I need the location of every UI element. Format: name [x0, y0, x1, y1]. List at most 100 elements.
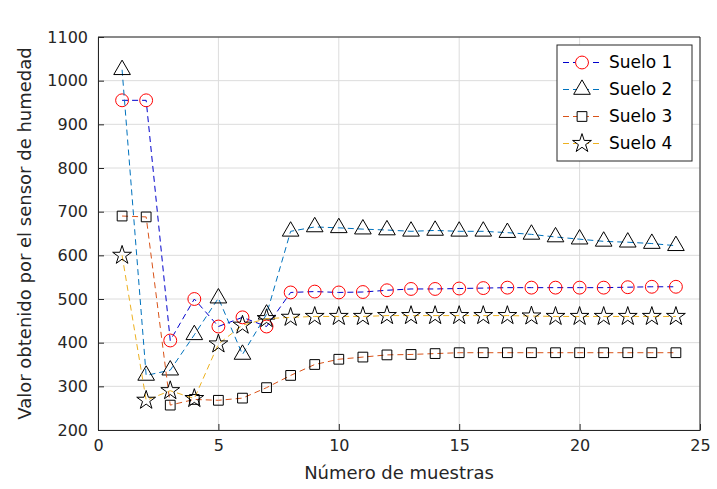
marker	[186, 325, 203, 339]
marker	[355, 220, 372, 234]
tick-mark	[98, 81, 104, 82]
marker	[427, 221, 444, 235]
marker	[164, 334, 177, 347]
plot-area: 0510152025200300400500600700800900100011…	[47, 28, 710, 456]
tick-label: 10	[329, 436, 349, 455]
marker	[185, 389, 204, 407]
marker	[595, 232, 612, 246]
marker	[353, 307, 372, 325]
tick: 1000	[47, 71, 104, 90]
legend: Suelo 1 Suelo 2 Suelo 3 Suelo 4	[557, 45, 692, 161]
tick-mark	[98, 299, 104, 300]
marker	[262, 383, 272, 393]
marker	[571, 230, 588, 244]
marker	[281, 307, 300, 325]
tick: 15	[450, 424, 470, 455]
marker	[188, 293, 201, 306]
marker	[258, 305, 275, 319]
marker	[356, 286, 369, 299]
marker	[426, 306, 445, 324]
tick-label: 0	[93, 436, 103, 455]
legend-marker	[574, 80, 591, 94]
y-axis-title: Valor obtenido por el sensor de humedad	[14, 47, 35, 419]
legend-marker	[573, 134, 592, 152]
legend-item: Suelo 3	[563, 106, 672, 126]
frame	[700, 37, 701, 430]
marker	[378, 306, 397, 324]
marker	[525, 281, 538, 294]
series-line	[122, 216, 676, 405]
marker	[402, 306, 421, 324]
legend-label: Suelo 3	[609, 106, 672, 126]
tick-mark	[98, 212, 104, 213]
tick-label: 200	[57, 421, 88, 440]
axis-line	[99, 430, 701, 431]
legend-item: Suelo 1	[563, 52, 672, 72]
tick-mark	[339, 424, 340, 430]
marker	[668, 236, 685, 250]
marker	[599, 348, 609, 358]
tick: 800	[57, 159, 104, 178]
marker	[498, 306, 517, 324]
marker	[644, 234, 661, 248]
grid-line-y	[98, 255, 700, 256]
marker	[114, 60, 131, 74]
marker	[430, 349, 440, 359]
tick: 900	[57, 115, 104, 134]
marker	[406, 350, 416, 360]
series	[113, 245, 686, 408]
marker	[575, 348, 585, 358]
legend-item: Suelo 4	[563, 133, 672, 153]
tick-label: 300	[57, 377, 88, 396]
legend-marker	[577, 112, 587, 122]
tick-label: 15	[450, 436, 470, 455]
legend-label: Suelo 2	[609, 79, 672, 99]
marker	[305, 307, 324, 325]
grid-line-x	[459, 37, 460, 430]
marker	[477, 282, 490, 295]
marker	[451, 222, 468, 236]
chart: 0510152025200300400500600700800900100011…	[0, 0, 717, 489]
tick: 700	[57, 202, 104, 221]
marker	[499, 223, 516, 237]
marker	[429, 283, 442, 296]
marker	[116, 94, 129, 107]
marker	[330, 218, 347, 232]
marker	[475, 222, 492, 236]
y-axis: 20030040050060070080090010001100	[47, 28, 104, 440]
tick-label: 5	[214, 436, 224, 455]
marker	[669, 280, 682, 293]
grid-line-y	[98, 37, 700, 38]
marker	[238, 393, 248, 403]
tick: 600	[57, 246, 104, 265]
marker	[403, 222, 420, 236]
marker	[137, 390, 156, 408]
x-axis-title: Número de muestras	[304, 462, 494, 483]
marker	[597, 281, 610, 294]
grid-line-y	[98, 168, 700, 169]
grid	[98, 37, 700, 430]
marker	[209, 334, 228, 352]
marker	[647, 348, 657, 358]
marker	[257, 309, 276, 327]
grid-line-x	[98, 37, 99, 430]
marker	[523, 225, 540, 239]
marker	[329, 307, 348, 325]
tick-label: 500	[57, 290, 88, 309]
marker	[165, 400, 175, 410]
marker	[358, 352, 368, 362]
marker	[573, 281, 586, 294]
marker	[306, 217, 323, 231]
marker	[210, 289, 227, 303]
tick: 5	[214, 424, 224, 455]
tick: 300	[57, 377, 104, 396]
tick-mark	[98, 124, 104, 125]
grid-line-x	[700, 37, 701, 430]
tick-label: 1000	[47, 71, 88, 90]
marker	[405, 283, 418, 296]
tick: 10	[329, 424, 349, 455]
legend-item: Suelo 2	[563, 79, 672, 99]
legend-label: Suelo 4	[609, 133, 672, 153]
tick: 200	[57, 421, 104, 440]
marker	[284, 286, 297, 299]
